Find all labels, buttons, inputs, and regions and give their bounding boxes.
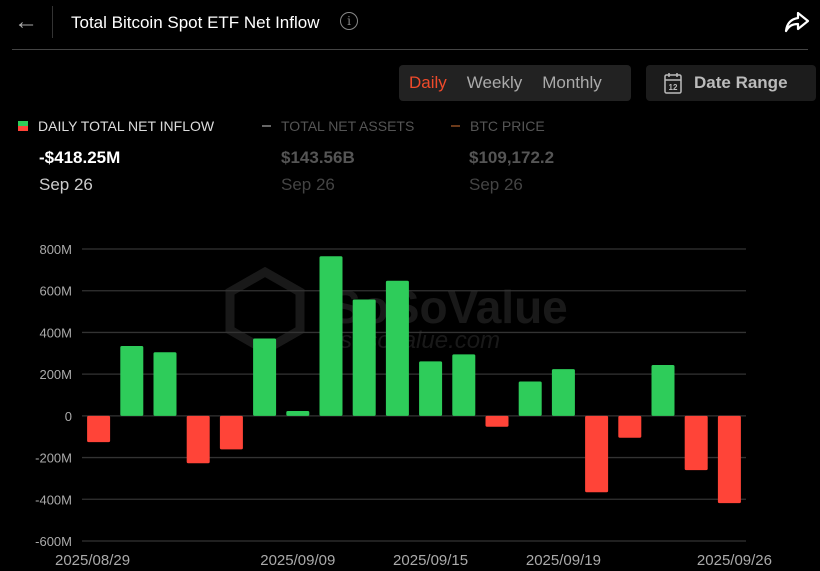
tab-monthly[interactable]: Monthly: [542, 73, 602, 92]
legend-swatch: [18, 121, 28, 131]
y-tick-label: 200M: [39, 367, 72, 382]
bar-2025/09/26[interactable]: [717, 415, 741, 504]
divider: [12, 49, 808, 50]
bar-2025/09/11[interactable]: [352, 299, 376, 416]
bar-2025/09/09[interactable]: [286, 411, 310, 416]
tab-weekly[interactable]: Weekly: [466, 73, 523, 92]
bar-2025/09/19[interactable]: [551, 369, 575, 416]
x-tick-label: 2025/09/19: [526, 552, 601, 569]
legend-swatch: [451, 125, 460, 127]
legend-swatch: [262, 125, 271, 127]
bar-2025/09/25[interactable]: [684, 415, 708, 471]
share-icon: [784, 11, 810, 33]
date-range-label: Date Range: [694, 73, 788, 92]
x-tick-label: 2025/09/26: [697, 552, 772, 569]
date-range-button[interactable]: 12 Date Range: [646, 65, 816, 101]
y-tick-label: 800M: [39, 242, 72, 257]
calendar-icon: 12: [664, 73, 682, 94]
bar-2025/09/02[interactable]: [120, 345, 144, 416]
share-button[interactable]: [784, 10, 810, 39]
bar-2025/09/08[interactable]: [253, 338, 277, 416]
page-title: Total Bitcoin Spot ETF Net Inflow: [71, 13, 320, 32]
interval-tabs: Daily Weekly Monthly: [399, 65, 631, 101]
bar-2025/09/24[interactable]: [651, 364, 675, 416]
back-button[interactable]: ←: [14, 8, 38, 36]
net-assets-date: Sep 26: [281, 175, 335, 194]
legend-total-net-assets[interactable]: TOTAL NET ASSETS: [262, 118, 414, 134]
bar-2025/09/16[interactable]: [452, 354, 476, 416]
y-tick-label: 600M: [39, 284, 72, 299]
y-tick-label: 400M: [39, 325, 72, 340]
bar-2025/09/22[interactable]: [585, 415, 609, 493]
x-tick-label: 2025/08/29: [55, 552, 130, 569]
legend-label: TOTAL NET ASSETS: [281, 118, 415, 134]
bar-2025/09/15[interactable]: [419, 361, 443, 416]
legend-label: BTC PRICE: [470, 118, 545, 134]
btc-price-value: $109,172.2: [469, 148, 555, 167]
bar-2025/09/12[interactable]: [385, 280, 409, 416]
x-tick-label: 2025/09/09: [260, 552, 335, 569]
bar-2025/09/05[interactable]: [219, 415, 243, 450]
x-tick-label: 2025/09/15: [393, 552, 468, 569]
inflow-value: -$418.25M: [39, 148, 121, 167]
bar-2025/09/04[interactable]: [186, 415, 210, 464]
bar-2025/09/03[interactable]: [153, 352, 177, 416]
bar-2025/08/29[interactable]: [87, 415, 111, 443]
y-tick-label: -600M: [35, 534, 72, 549]
inflow-date: Sep 26: [39, 175, 93, 194]
bar-2025/09/17[interactable]: [485, 415, 509, 427]
legend-daily-net-inflow[interactable]: DAILY TOTAL NET INFLOW: [18, 118, 214, 134]
info-icon[interactable]: i: [340, 12, 358, 30]
btc-price-date: Sep 26: [469, 175, 523, 194]
arrow-left-icon: ←: [14, 8, 38, 35]
legend-btc-price[interactable]: BTC PRICE: [451, 118, 545, 134]
bar-2025/09/10[interactable]: [319, 256, 343, 416]
y-tick-label: 0: [65, 409, 72, 424]
bar-2025/09/18[interactable]: [518, 381, 542, 416]
divider: [52, 6, 53, 38]
legend-label: DAILY TOTAL NET INFLOW: [38, 118, 215, 134]
y-tick-label: -400M: [35, 492, 72, 507]
bar-2025/09/23[interactable]: [618, 415, 642, 438]
net-assets-value: $143.56B: [281, 148, 355, 167]
svg-text:12: 12: [669, 83, 678, 92]
y-tick-label: -200M: [35, 451, 72, 466]
tab-daily[interactable]: Daily: [409, 73, 447, 92]
